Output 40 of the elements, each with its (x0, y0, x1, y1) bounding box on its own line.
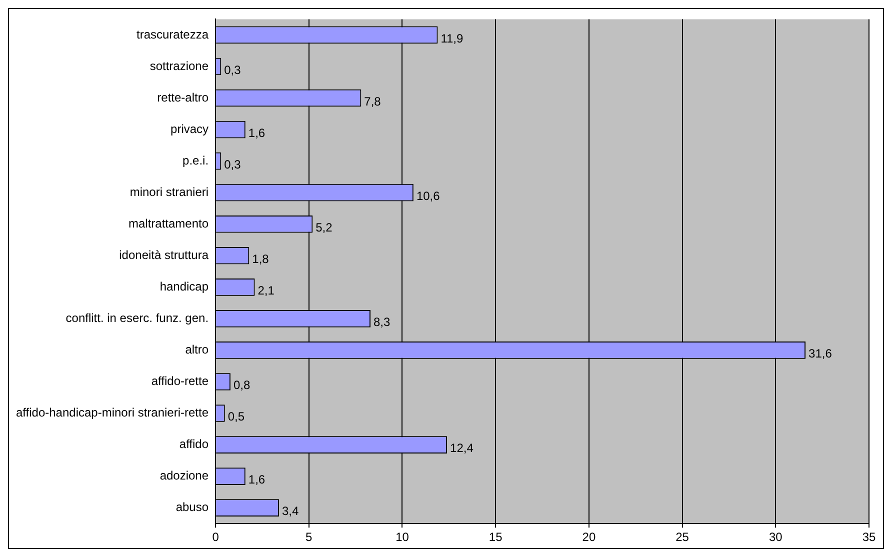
y-tick-label: p.e.i. (182, 153, 209, 168)
y-tick-label: affido-handicap-minori stranieri-rette (16, 406, 209, 420)
data-label: 0,3 (224, 157, 242, 172)
data-label: 8,3 (374, 315, 391, 329)
x-tick-label: 0 (212, 530, 220, 544)
y-tick-label: handicap (160, 279, 209, 294)
data-label: 12,4 (450, 441, 474, 456)
data-label: 1,6 (248, 472, 266, 487)
data-label: 0,3 (224, 62, 242, 77)
x-tick-label: 25 (676, 530, 690, 544)
data-label: 10,6 (416, 188, 440, 203)
y-tick-label: conflitt. in eserc. funz. gen. (66, 311, 209, 325)
y-tick-label: trascuratezza (136, 27, 209, 42)
x-tick-label: 35 (862, 530, 876, 544)
x-tick-label: 5 (306, 530, 313, 544)
data-label: 1,8 (252, 252, 270, 266)
x-tick-label: 20 (582, 530, 596, 544)
data-label: 11,9 (440, 31, 464, 46)
y-tick-label: adozione (160, 468, 209, 483)
y-tick-label: sottrazione (150, 58, 209, 73)
data-label: 0,8 (233, 378, 250, 392)
data-label: 5,2 (316, 220, 333, 234)
data-label: 1,6 (248, 126, 266, 140)
y-tick-label: minori stranieri (130, 184, 209, 199)
x-tick-label: 30 (768, 530, 783, 544)
y-tick-label: idoneità struttura (119, 248, 209, 262)
x-tick-label: 15 (488, 530, 503, 544)
x-tick-label: 10 (396, 530, 410, 544)
data-label: 7,8 (364, 94, 382, 108)
y-tick-label: altro (185, 342, 209, 357)
y-tick-label: maltrattamento (128, 216, 209, 230)
data-label: 0,5 (228, 410, 245, 424)
y-tick-label: privacy (170, 122, 209, 136)
data-label: 2,1 (258, 283, 275, 298)
y-tick-label: rette-altro (157, 90, 209, 104)
data-label: 3,4 (282, 504, 300, 518)
data-label: 31,6 (808, 346, 832, 361)
y-tick-label: affido-rette (151, 374, 209, 388)
y-tick-label: abuso (176, 500, 209, 514)
y-tick-label: affido (179, 437, 209, 452)
